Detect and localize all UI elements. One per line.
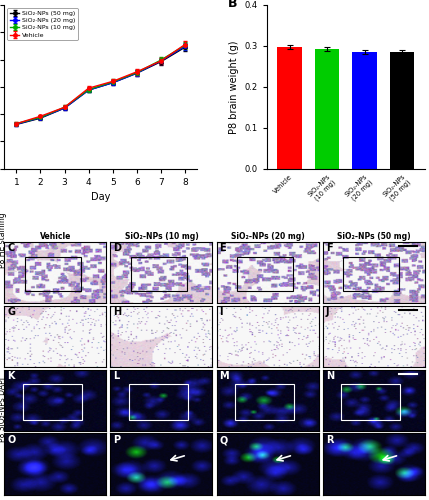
Text: C: C	[7, 244, 15, 254]
Text: P8 HE staining: P8 HE staining	[0, 212, 6, 268]
Legend: SiO₂·NPs (50 mg), SiO₂·NPs (20 mg), SiO₂·NPs (10 mg), Vehicle: SiO₂·NPs (50 mg), SiO₂·NPs (20 mg), SiO₂…	[7, 8, 78, 40]
Text: N: N	[326, 372, 334, 382]
Text: E: E	[220, 244, 226, 254]
Y-axis label: P8 brain weight (g): P8 brain weight (g)	[229, 40, 239, 134]
Text: L: L	[114, 372, 120, 382]
Bar	[315, 49, 339, 168]
Title: SiO₂-NPs (10 mg): SiO₂-NPs (10 mg)	[124, 232, 198, 241]
Text: M: M	[220, 372, 229, 382]
Bar	[390, 52, 414, 168]
Text: D: D	[114, 244, 121, 254]
Text: P: P	[114, 436, 121, 446]
Text: R: R	[326, 436, 333, 446]
Text: H: H	[114, 308, 121, 318]
Text: F: F	[326, 244, 332, 254]
Text: I: I	[220, 308, 223, 318]
Title: Vehicle: Vehicle	[39, 232, 71, 241]
Title: SiO₂-NPs (20 mg): SiO₂-NPs (20 mg)	[231, 232, 305, 241]
Text: J: J	[326, 308, 329, 318]
Bar	[353, 52, 377, 168]
Bar	[278, 46, 302, 168]
Text: B: B	[228, 0, 237, 10]
Title: SiO₂-NPs (50 mg): SiO₂-NPs (50 mg)	[337, 232, 411, 241]
Text: K: K	[7, 372, 15, 382]
X-axis label: Day: Day	[91, 192, 110, 202]
Text: P8 SiO₂-NPs DAPI: P8 SiO₂-NPs DAPI	[0, 378, 6, 442]
Text: O: O	[7, 436, 15, 446]
Text: G: G	[7, 308, 15, 318]
Text: Q: Q	[220, 436, 228, 446]
